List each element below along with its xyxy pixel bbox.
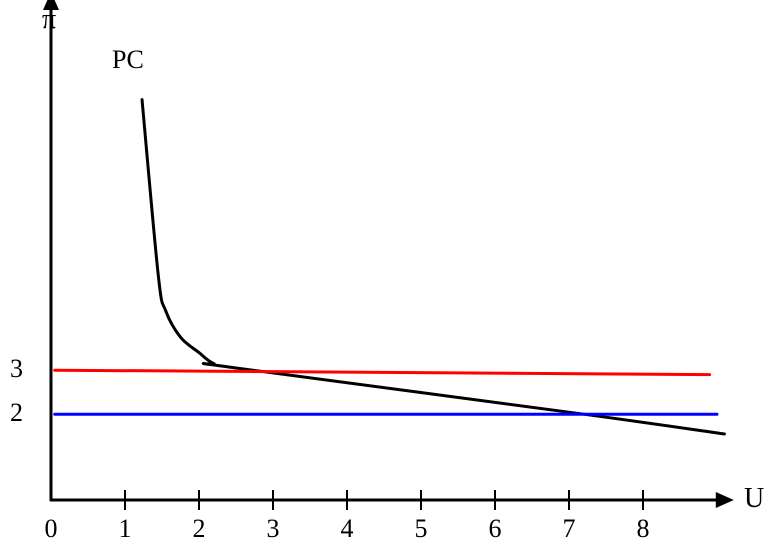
x-tick-label-3: 3 — [267, 514, 280, 543]
curves-layer — [53, 98, 726, 436]
x-tick-label-8: 8 — [637, 514, 650, 543]
x-tick-label-0: 0 — [45, 514, 58, 543]
y-axis-arrowhead — [43, 0, 59, 10]
x-tick-label-6: 6 — [489, 514, 502, 543]
x-tick-label-5: 5 — [415, 514, 428, 543]
curve-label-pc: PC — [112, 45, 144, 74]
series-line-pc — [140, 98, 726, 436]
axes-layer — [43, 0, 734, 508]
x-axis-label: U — [744, 483, 764, 514]
labels-layer: π U PC — [42, 4, 764, 514]
x-tick-label-4: 4 — [341, 514, 354, 543]
x-ticks-layer: 0 1 2 3 4 5 6 7 8 3 2 — [10, 354, 650, 543]
x-tick-label-1: 1 — [119, 514, 132, 543]
series-line-1 — [53, 368, 712, 377]
x-tick-label-2: 2 — [193, 514, 206, 543]
y-axis-label: π — [42, 4, 56, 35]
x-axis-arrowhead — [715, 492, 734, 508]
y-tick-label-2: 2 — [10, 398, 23, 427]
y-tick-label-3: 3 — [10, 354, 23, 383]
x-tick-label-7: 7 — [563, 514, 576, 543]
